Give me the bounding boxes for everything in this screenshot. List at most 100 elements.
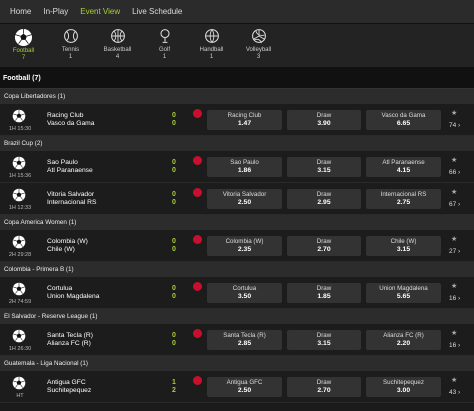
live-stream-icon[interactable] bbox=[193, 282, 202, 291]
odds-button-home[interactable]: Colombia (W) 2.35 bbox=[207, 236, 282, 256]
match-row[interactable]: 1H 15:36 Sao Paulo Atl Paranaense 0 0 Sao Pau… bbox=[0, 151, 474, 183]
competition-header[interactable]: Guatemala - Liga Nacional (1) bbox=[0, 356, 474, 371]
away-score: 0 bbox=[172, 293, 176, 300]
odds-value: 5.65 bbox=[396, 293, 411, 300]
event-list: Copa Libertadores (1) 1H 15:30 Racing Club… bbox=[0, 89, 474, 403]
match-row[interactable]: 1H 26:30 Santa Tecla (R) Alianza FC (R) 0 0 S… bbox=[0, 324, 474, 356]
odds-label: Vasco da Gama bbox=[381, 112, 426, 119]
more-markets-link[interactable]: 74 › bbox=[449, 122, 461, 129]
odds-button-home[interactable]: Cortulua 3.50 bbox=[207, 283, 282, 303]
favorite-star-icon[interactable]: ★ bbox=[451, 330, 458, 337]
away-score: 0 bbox=[172, 246, 176, 253]
odds-button-away[interactable]: Atl Paranaense 4.15 bbox=[366, 157, 441, 177]
sport-count: 7 bbox=[21, 54, 26, 61]
competition-header[interactable]: Copa America Women (1) bbox=[0, 215, 474, 230]
odds-button-away[interactable]: Suchitepequez 3.00 bbox=[366, 377, 441, 397]
sport-tab-tennis[interactable]: Tennis 1 bbox=[47, 24, 94, 68]
favorite-star-icon[interactable]: ★ bbox=[451, 157, 458, 164]
odds-value: 3.90 bbox=[317, 120, 331, 127]
match-row[interactable]: HT Antigua GFC Suchitepequez 1 2 Antigua GFC 2… bbox=[0, 371, 474, 403]
competition-header[interactable]: Colombia - Primera B (1) bbox=[0, 262, 474, 277]
volleyball-icon bbox=[251, 28, 267, 44]
odds-label: Vitoria Salvador bbox=[222, 191, 267, 198]
favorite-star-icon[interactable]: ★ bbox=[451, 283, 458, 290]
football-icon bbox=[12, 282, 26, 296]
odds-value: 2.35 bbox=[237, 246, 252, 253]
away-team: Union Magdalena bbox=[47, 293, 100, 300]
odds-button-draw[interactable]: Draw 3.15 bbox=[287, 330, 361, 350]
odds-button-draw[interactable]: Draw 3.15 bbox=[287, 157, 361, 177]
odds-button-draw[interactable]: Draw 3.90 bbox=[287, 110, 361, 130]
odds-label: Draw bbox=[316, 379, 332, 386]
home-team: Santa Tecla (R) bbox=[47, 332, 93, 339]
more-markets-link[interactable]: 67 › bbox=[449, 201, 461, 208]
nav-home[interactable]: Home bbox=[10, 6, 32, 16]
home-score: 0 bbox=[172, 159, 176, 166]
more-markets-link[interactable]: 16 › bbox=[449, 342, 461, 349]
odds-button-home[interactable]: Racing Club 1.47 bbox=[207, 110, 282, 130]
favorite-star-icon[interactable]: ★ bbox=[451, 189, 458, 196]
match-row[interactable]: 1H 12:33 Vitoria Salvador Internacional RS… bbox=[0, 183, 474, 215]
favorite-star-icon[interactable]: ★ bbox=[451, 110, 458, 117]
more-markets-link[interactable]: 43 › bbox=[449, 389, 461, 396]
live-stream-icon[interactable] bbox=[193, 188, 202, 197]
odds-button-draw[interactable]: Draw 2.70 bbox=[287, 377, 361, 397]
home-score: 0 bbox=[172, 191, 176, 198]
odds-button-away[interactable]: Union Magdalena 5.65 bbox=[366, 283, 441, 303]
live-stream-icon[interactable] bbox=[193, 329, 202, 338]
odds-button-home[interactable]: Sao Paulo 1.86 bbox=[207, 157, 282, 177]
sport-name: Football bbox=[12, 48, 35, 54]
sport-tab-basketball[interactable]: Basketball 4 bbox=[94, 24, 141, 68]
away-team: Chile (W) bbox=[47, 246, 75, 253]
sport-tab-handball[interactable]: Handball 1 bbox=[188, 24, 235, 68]
odds-button-draw[interactable]: Draw 2.95 bbox=[287, 189, 361, 209]
more-markets-link[interactable]: 66 › bbox=[449, 169, 461, 176]
nav-in-play[interactable]: In-Play bbox=[43, 6, 69, 16]
sport-tab-volleyball[interactable]: Volleyball 3 bbox=[235, 24, 282, 68]
sport-name: Handball bbox=[199, 47, 224, 53]
odds-button-home[interactable]: Vitoria Salvador 2.50 bbox=[207, 189, 282, 209]
match-time: 1H 15:36 bbox=[8, 173, 32, 179]
sport-name: Basketball bbox=[103, 47, 132, 53]
more-markets-link[interactable]: 16 › bbox=[449, 295, 461, 302]
match-row[interactable]: 2H 29:28 Colombia (W) Chile (W) 0 0 Colombia … bbox=[0, 230, 474, 262]
odds-button-home[interactable]: Santa Tecla (R) 2.85 bbox=[207, 330, 282, 350]
match-row[interactable]: 1H 15:30 Racing Club Vasco da Gama 0 0 Racing… bbox=[0, 104, 474, 136]
football-icon bbox=[12, 156, 26, 170]
sport-count: 4 bbox=[115, 53, 120, 60]
competition-header[interactable]: El Salvador - Reserve League (1) bbox=[0, 309, 474, 324]
odds-button-away[interactable]: Alianza FC (R) 2.20 bbox=[366, 330, 441, 350]
live-stream-icon[interactable] bbox=[193, 109, 202, 118]
nav-live-schedule[interactable]: Live Schedule bbox=[132, 6, 183, 16]
odds-button-away[interactable]: Internacional RS 2.75 bbox=[366, 189, 441, 209]
odds-button-away[interactable]: Vasco da Gama 6.65 bbox=[366, 110, 441, 130]
odds-label: Sao Paulo bbox=[230, 159, 259, 166]
sports-bar: Football 7 Tennis 1 Basketball 4 Golf 1 Handball… bbox=[0, 24, 474, 68]
odds-label: Draw bbox=[316, 191, 332, 198]
away-score: 2 bbox=[172, 387, 176, 394]
top-nav: Home In-Play Event View Live Schedule bbox=[0, 0, 474, 24]
more-markets-link[interactable]: 27 › bbox=[449, 248, 461, 255]
odds-button-draw[interactable]: Draw 1.85 bbox=[287, 283, 361, 303]
live-stream-icon[interactable] bbox=[193, 156, 202, 165]
home-team: Colombia (W) bbox=[47, 238, 88, 245]
odds-value: 2.70 bbox=[317, 246, 331, 253]
favorite-star-icon[interactable]: ★ bbox=[451, 236, 458, 243]
odds-button-home[interactable]: Antigua GFC 2.50 bbox=[207, 377, 282, 397]
nav-event-view[interactable]: Event View bbox=[80, 6, 121, 16]
live-stream-icon[interactable] bbox=[193, 235, 202, 244]
odds-value: 2.50 bbox=[237, 199, 252, 206]
odds-button-draw[interactable]: Draw 2.70 bbox=[287, 236, 361, 256]
sport-tab-football[interactable]: Football 7 bbox=[0, 24, 47, 68]
football-icon bbox=[12, 109, 26, 123]
football-icon bbox=[14, 28, 33, 47]
sport-tab-golf[interactable]: Golf 1 bbox=[141, 24, 188, 68]
live-stream-icon[interactable] bbox=[193, 376, 202, 385]
competition-header[interactable]: Copa Libertadores (1) bbox=[0, 89, 474, 104]
odds-button-away[interactable]: Chile (W) 3.15 bbox=[366, 236, 441, 256]
odds-value: 1.86 bbox=[237, 167, 252, 174]
odds-value: 2.20 bbox=[396, 340, 411, 347]
competition-header[interactable]: Brazil Cup (2) bbox=[0, 136, 474, 151]
match-row[interactable]: 2H 74:59 Cortulua Union Magdalena 0 0 Cortulu… bbox=[0, 277, 474, 309]
favorite-star-icon[interactable]: ★ bbox=[451, 377, 458, 384]
